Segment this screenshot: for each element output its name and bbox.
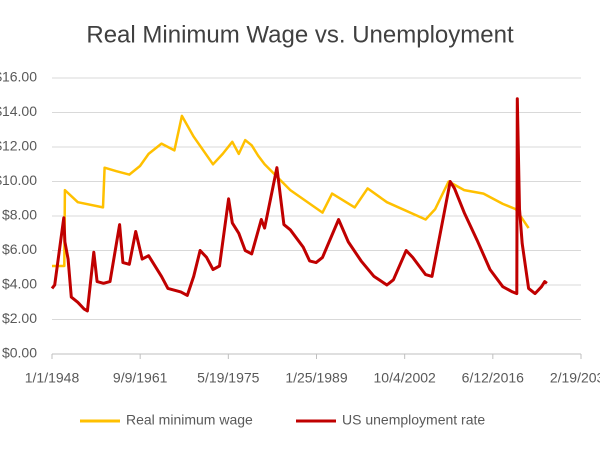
series-line bbox=[52, 114, 530, 268]
y-tick-label: $12.00 bbox=[0, 138, 37, 154]
x-tick-label: 9/9/1961 bbox=[113, 370, 168, 386]
x-tick-label: 6/12/2016 bbox=[462, 370, 524, 386]
legend-label: Real minimum wage bbox=[126, 412, 253, 428]
legend-label: US unemployment rate bbox=[342, 412, 485, 428]
y-tick-label: $8.00 bbox=[2, 207, 37, 223]
y-tick-label: $14.00 bbox=[0, 103, 37, 119]
x-tick-label: 1/25/1989 bbox=[285, 370, 347, 386]
x-tick-label: 5/19/1975 bbox=[197, 370, 259, 386]
y-tick-label: $16.00 bbox=[0, 69, 37, 85]
y-tick-label: $2.00 bbox=[2, 310, 37, 326]
y-tick-label: $0.00 bbox=[2, 345, 37, 361]
x-tick-label: 2/19/2030 bbox=[550, 370, 600, 386]
x-tick-label: 1/1/1948 bbox=[25, 370, 80, 386]
series-line bbox=[50, 97, 548, 313]
y-tick-label: $6.00 bbox=[2, 241, 37, 257]
chart-title: Real Minimum Wage vs. Unemployment bbox=[86, 21, 514, 48]
y-tick-label: $10.00 bbox=[0, 172, 37, 188]
y-tick-label: $4.00 bbox=[2, 276, 37, 292]
x-tick-label: 10/4/2002 bbox=[374, 370, 436, 386]
